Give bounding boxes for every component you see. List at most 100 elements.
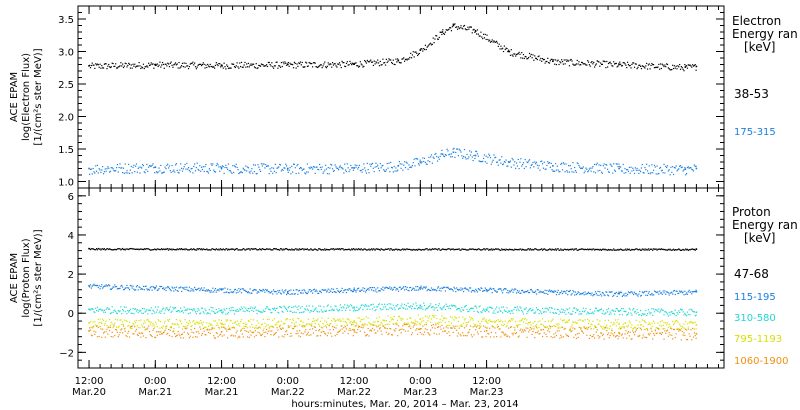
electron-point [689, 167, 691, 169]
electron-point [695, 165, 697, 167]
proton-point [411, 288, 414, 290]
proton-point [605, 326, 607, 328]
proton-point [632, 249, 634, 251]
proton-point [551, 307, 553, 309]
proton-point [639, 248, 641, 250]
proton-point [363, 290, 365, 292]
proton-point [339, 320, 341, 322]
electron-point [449, 27, 452, 29]
electron-point [344, 65, 347, 68]
proton-point [200, 287, 203, 289]
proton-point [467, 310, 469, 313]
proton-point [242, 336, 244, 338]
proton-point [204, 308, 206, 310]
electron-point [357, 168, 359, 170]
electron-point [692, 65, 695, 67]
proton-point [96, 306, 99, 308]
proton-point [362, 323, 364, 325]
electron-point [202, 166, 204, 168]
proton-point [296, 330, 298, 332]
electron-point [325, 66, 327, 68]
electron-point [344, 169, 347, 171]
proton-point [331, 335, 333, 337]
electron-point [187, 168, 189, 170]
electron-point [160, 164, 162, 167]
proton-point [217, 249, 219, 251]
electron-point [331, 168, 334, 170]
proton-point [131, 327, 133, 329]
electron-point [100, 171, 102, 173]
electron-point [204, 67, 206, 69]
electron-point [202, 62, 204, 64]
electron-point [648, 165, 650, 167]
proton-point [158, 312, 160, 314]
proton-point [327, 332, 329, 334]
proton-point [278, 320, 280, 323]
proton-point [623, 325, 625, 328]
electron-point [126, 170, 128, 172]
proton-legend: Proton Energy ran [keV] 47-68 115-195 31… [732, 205, 798, 367]
electron-point [369, 60, 371, 62]
proton-point [541, 307, 544, 310]
electron-point [233, 63, 235, 65]
proton-point [379, 307, 381, 310]
proton-point [458, 308, 460, 310]
proton-point [358, 248, 361, 250]
electron-point [456, 148, 458, 150]
proton-point [614, 293, 617, 295]
proton-point [524, 318, 526, 320]
proton-point [312, 332, 315, 334]
proton-point [377, 248, 379, 250]
proton-point [129, 248, 132, 250]
proton-point [261, 323, 263, 325]
proton-point [136, 334, 138, 336]
proton-point [213, 248, 216, 251]
proton-point [124, 327, 126, 329]
proton-point [457, 248, 459, 250]
proton-point [672, 312, 675, 314]
proton-point [336, 287, 338, 290]
proton-point [593, 313, 595, 315]
proton-point [503, 309, 505, 311]
proton-point [662, 248, 664, 250]
proton-point [523, 249, 525, 251]
proton-point [148, 320, 150, 322]
electron-point [263, 65, 265, 67]
electron-point [384, 64, 387, 66]
proton-point [172, 323, 174, 325]
proton-point [495, 290, 497, 292]
proton-point [565, 313, 567, 315]
proton-point [587, 311, 589, 313]
electron-point [153, 67, 155, 69]
electron-point [618, 63, 620, 66]
electron-point [624, 63, 626, 65]
electron-point [237, 66, 239, 68]
electron-point [555, 63, 558, 66]
proton-point [573, 291, 575, 293]
electron-point [416, 52, 418, 54]
electron-point [580, 167, 583, 169]
proton-point [89, 329, 92, 331]
proton-point [292, 249, 295, 251]
proton-point [456, 325, 459, 327]
proton-point [471, 248, 473, 250]
proton-point [396, 287, 398, 290]
proton-point [338, 330, 341, 333]
proton-point [627, 291, 630, 293]
proton-point [418, 323, 420, 325]
proton-point [626, 295, 628, 297]
electron-point [109, 170, 112, 172]
proton-point [358, 325, 360, 327]
proton-point [525, 249, 527, 251]
proton-point [174, 335, 177, 338]
proton-point [314, 248, 316, 250]
proton-point [482, 308, 485, 310]
proton-point [315, 249, 317, 251]
proton-point [600, 295, 603, 297]
electron-point [574, 64, 576, 66]
electron-point [127, 64, 129, 67]
electron-point [431, 162, 433, 164]
proton-point [109, 326, 112, 328]
proton-point [99, 318, 101, 320]
proton-point [506, 249, 508, 251]
